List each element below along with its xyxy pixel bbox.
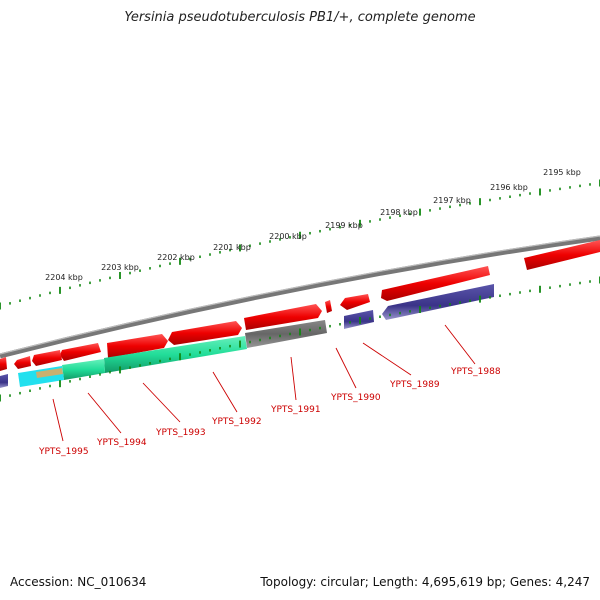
leader-line [362,342,412,376]
kbp-label: 2197 kbp [433,196,471,205]
leader-line [142,382,181,423]
kbp-label: 2199 kbp [325,221,363,230]
kbp-label: 2200 kbp [269,232,307,241]
leader-line [52,398,64,442]
kbp-label-group: 2195 kbp 2196 kbp 2197 kbp 2198 kbp 2199 kbp… [45,168,581,282]
gene-label[interactable]: YPTS_1995 [38,447,89,457]
gene-arrow [0,374,8,388]
gene-label[interactable]: YPTS_1993 [155,428,206,438]
gene-arrow [340,294,370,310]
gene-label[interactable]: YPTS_1992 [211,417,262,427]
inner-tick-ring [0,276,600,402]
leader-line [444,324,476,365]
genome-backbone [0,235,600,359]
gene-label-group: YPTS_1988 YPTS_1989 YPTS_1990 YPTS_1991 … [38,367,501,457]
leader-line [87,392,122,434]
gene-arrow [0,357,7,371]
kbp-label: 2204 kbp [45,273,83,282]
kbp-label: 2198 kbp [380,208,418,217]
gene-arrow [107,334,168,358]
feature-track [18,320,327,387]
kbp-label: 2196 kbp [490,183,528,192]
kbp-tick-ring [0,179,600,310]
gene-arrow [381,266,490,301]
kbp-label: 2201 kbp [213,243,251,252]
gene-arrow [524,240,600,270]
gene-label[interactable]: YPTS_1990 [330,393,381,403]
forward-gene-track [0,240,600,371]
leader-line [335,347,357,389]
gene-arrow [244,304,322,330]
gene-arrow [344,310,374,329]
genome-backbone-highlight [0,235,600,355]
rna-feature [62,359,105,380]
topology-text: Topology: circular; Length: 4,695,619 bp… [260,575,590,589]
tan-feature [36,368,63,378]
gene-label[interactable]: YPTS_1994 [96,438,147,448]
leader-line [290,356,297,401]
gene-arrow [32,350,62,366]
kbp-label: 2202 kbp [157,253,195,262]
gene-arrow [14,356,31,369]
gene-arrow [325,300,332,313]
map-title: Yersinia pseudotuberculosis PB1/+, compl… [124,10,476,25]
label-leader-lines [52,324,476,442]
gene-label[interactable]: YPTS_1991 [270,405,321,415]
accession-text: Accession: NC_010634 [10,575,147,589]
gene-arrow [60,343,101,361]
leader-line [212,371,238,413]
gene-label[interactable]: YPTS_1989 [389,380,440,390]
gene-arrow [168,321,242,345]
rna-feature [104,336,247,373]
kbp-label: 2195 kbp [543,168,581,177]
gene-label[interactable]: YPTS_1988 [450,367,501,377]
kbp-label: 2203 kbp [101,263,139,272]
gray-feature [245,320,327,348]
